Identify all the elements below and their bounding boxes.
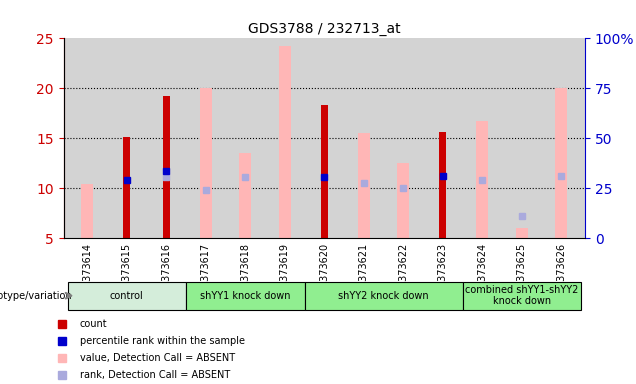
Title: GDS3788 / 232713_at: GDS3788 / 232713_at <box>248 22 401 36</box>
Text: genotype/variation: genotype/variation <box>0 291 73 301</box>
Bar <box>200 88 212 238</box>
Text: count: count <box>80 318 107 329</box>
Bar <box>439 132 446 238</box>
Text: percentile rank within the sample: percentile rank within the sample <box>80 336 244 346</box>
FancyBboxPatch shape <box>462 282 581 310</box>
FancyBboxPatch shape <box>67 282 186 310</box>
Bar <box>81 184 93 238</box>
FancyBboxPatch shape <box>305 282 462 310</box>
Text: value, Detection Call = ABSENT: value, Detection Call = ABSENT <box>80 353 235 363</box>
Bar <box>358 133 370 238</box>
Bar <box>123 137 130 238</box>
Bar <box>398 163 410 238</box>
Text: rank, Detection Call = ABSENT: rank, Detection Call = ABSENT <box>80 370 230 381</box>
Text: shYY2 knock down: shYY2 knock down <box>338 291 429 301</box>
Text: shYY1 knock down: shYY1 knock down <box>200 291 291 301</box>
Text: control: control <box>110 291 144 301</box>
Bar <box>321 105 328 238</box>
Bar <box>476 121 488 238</box>
Bar <box>163 96 170 238</box>
Bar <box>516 228 528 238</box>
Bar <box>239 153 251 238</box>
FancyBboxPatch shape <box>186 282 305 310</box>
Text: combined shYY1-shYY2
knock down: combined shYY1-shYY2 knock down <box>465 285 579 306</box>
Bar <box>279 46 291 238</box>
Bar <box>555 88 567 238</box>
